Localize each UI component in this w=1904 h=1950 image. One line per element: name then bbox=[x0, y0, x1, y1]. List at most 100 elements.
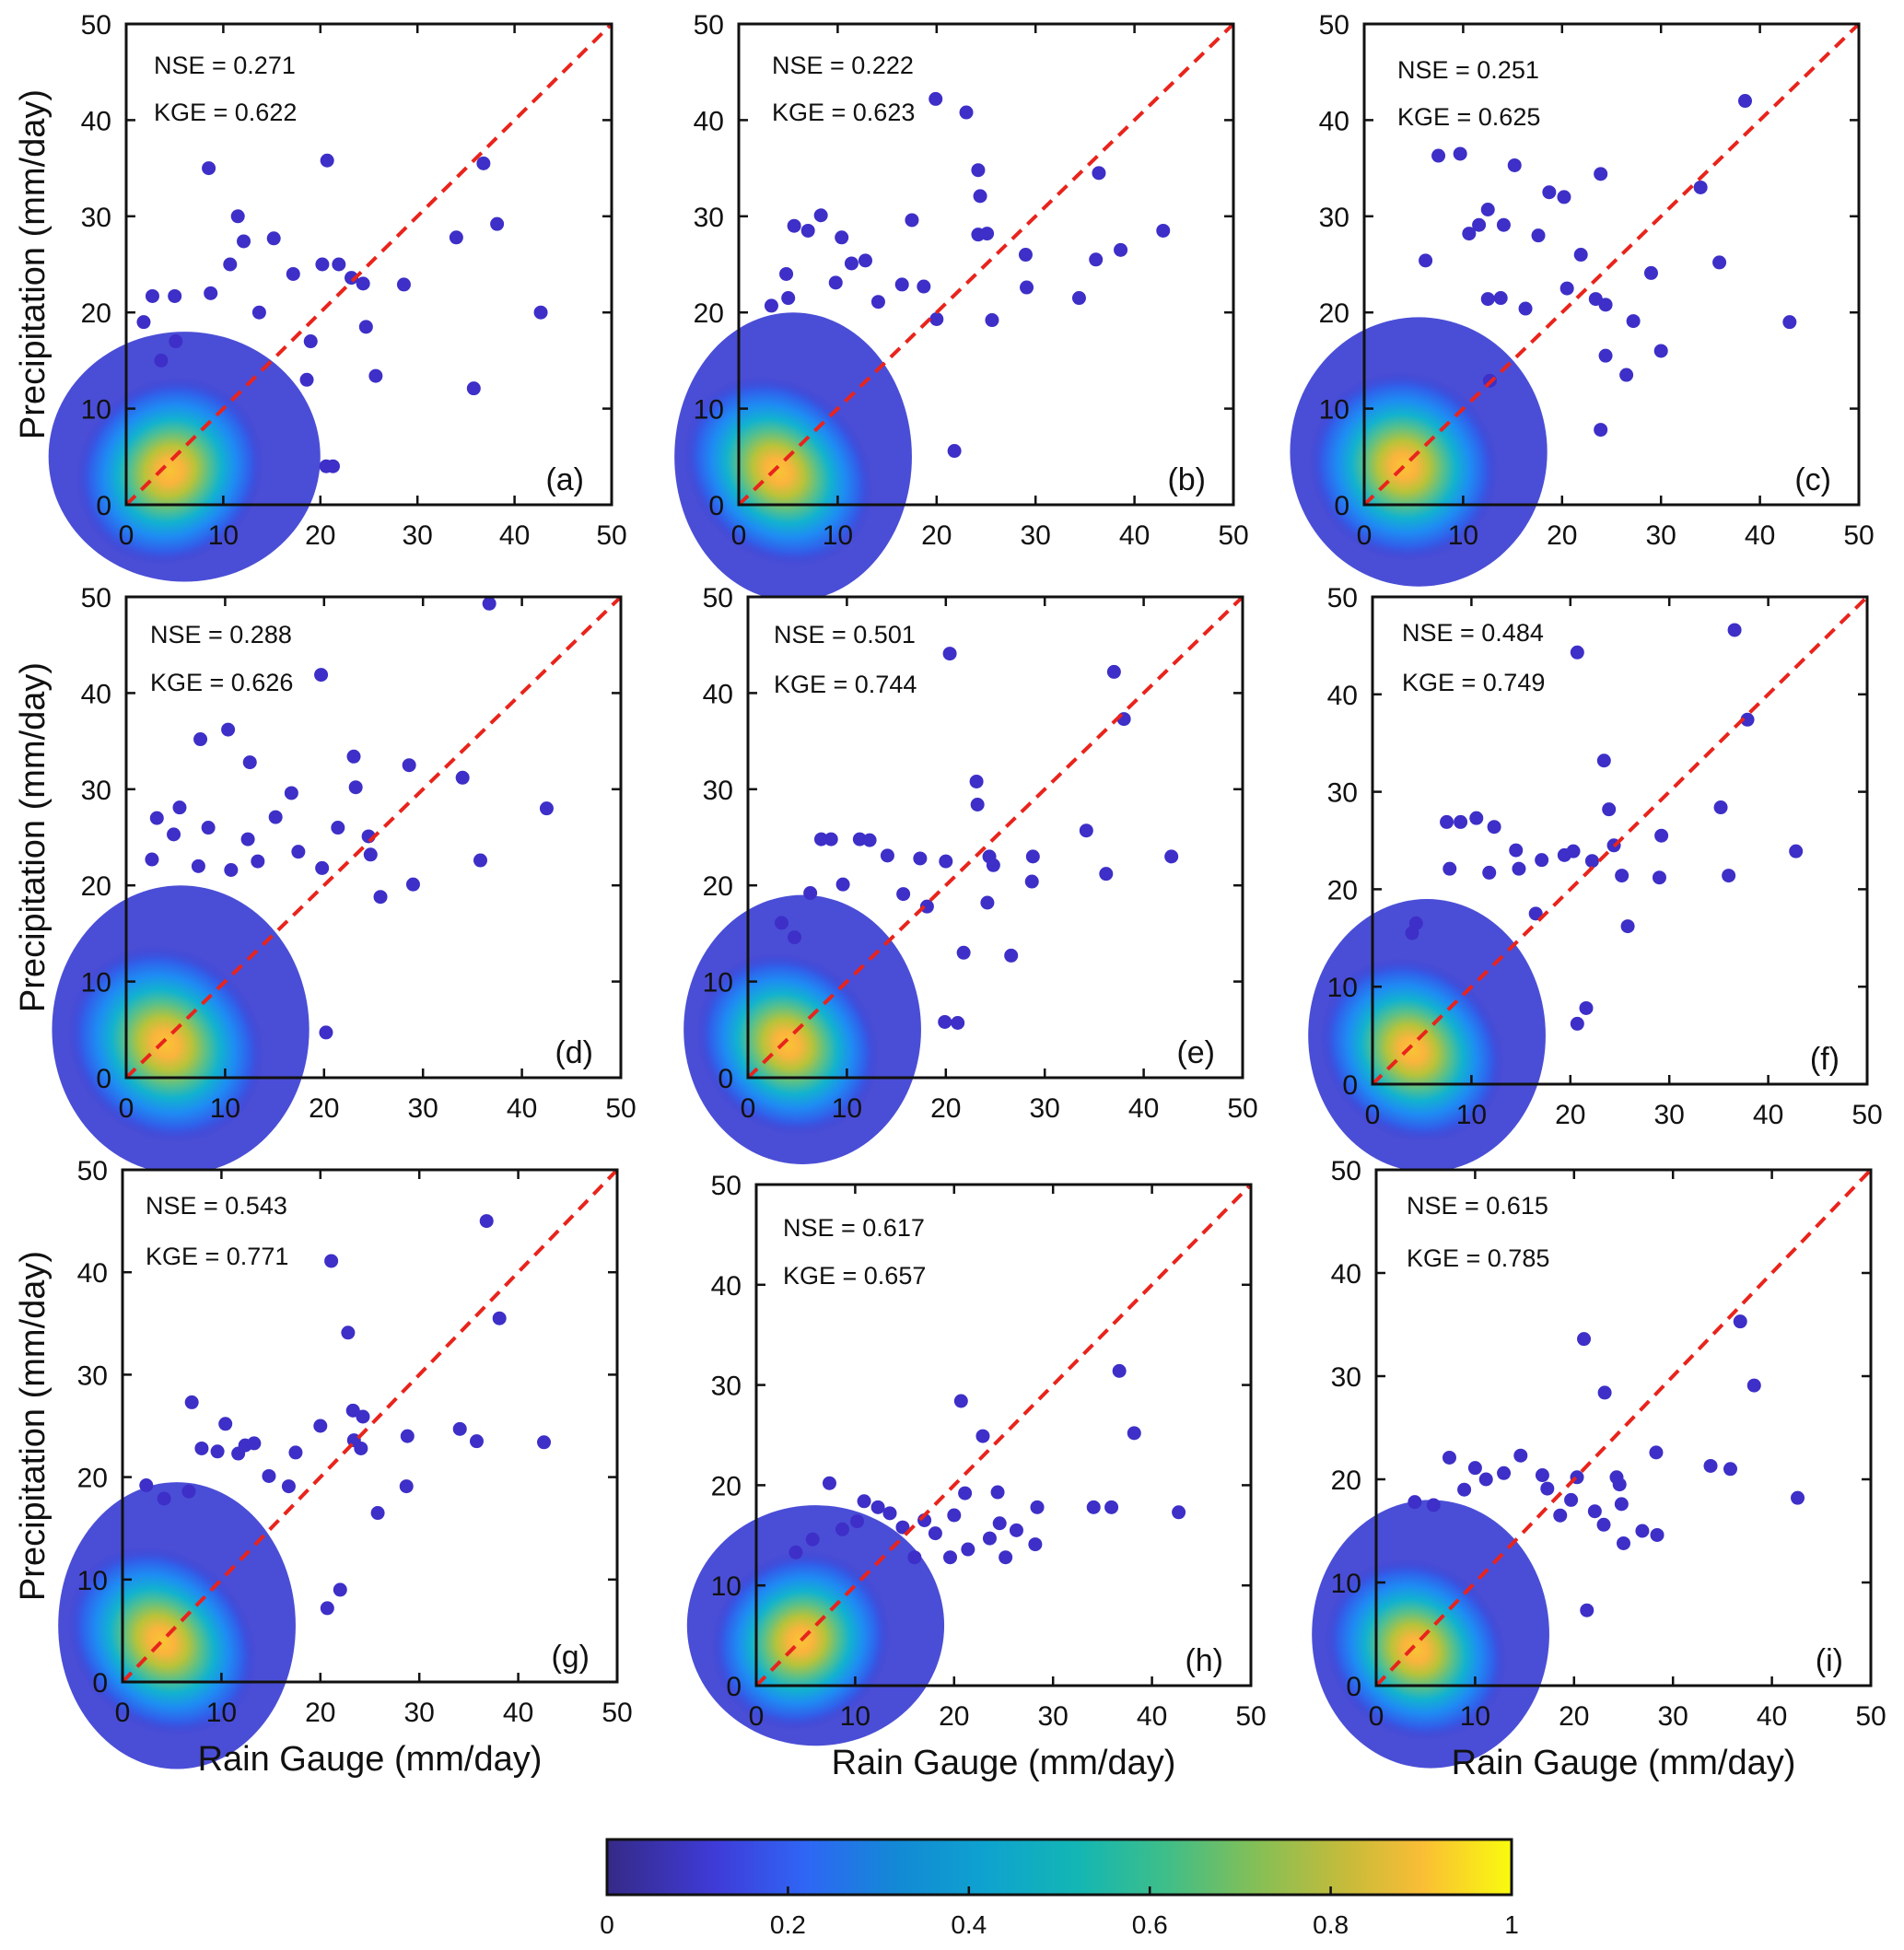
data-point bbox=[1092, 166, 1106, 181]
data-point bbox=[1573, 248, 1588, 263]
data-point bbox=[1457, 1482, 1472, 1497]
y-tick-label: 10 bbox=[1331, 1569, 1361, 1599]
scatter-panel-f: 00 10 10 20 20 30 30 40 40 50 50 NSE = 0.484 KGE = 0… bbox=[1308, 583, 1883, 1173]
one-to-one-line bbox=[124, 22, 613, 507]
data-point bbox=[315, 860, 330, 875]
x-tick-label: 20 bbox=[1559, 1701, 1589, 1732]
x-tick-label: 30 bbox=[1038, 1701, 1069, 1732]
y-tick-label: 30 bbox=[1319, 203, 1349, 233]
data-point bbox=[1487, 820, 1501, 835]
data-point bbox=[356, 1409, 370, 1424]
data-point bbox=[402, 758, 416, 773]
density-cloud-core bbox=[1319, 958, 1504, 1142]
y-tick-label: 40 bbox=[694, 106, 724, 136]
data-point bbox=[1531, 228, 1546, 243]
y-tick-label: 20 bbox=[81, 298, 111, 329]
kge-label: KGE = 0.623 bbox=[772, 99, 915, 126]
x-tick-label: 50 bbox=[1235, 1701, 1266, 1732]
panel-label: (f) bbox=[1810, 1042, 1840, 1077]
y-tick-label: 40 bbox=[703, 679, 733, 709]
y-tick-label: 20 bbox=[694, 298, 724, 329]
data-point bbox=[346, 749, 361, 764]
y-tick-label: 10 bbox=[711, 1571, 742, 1602]
y-tick-label: 0 bbox=[726, 1672, 742, 1702]
axes-frame bbox=[754, 1183, 1253, 1687]
data-point bbox=[181, 1484, 196, 1499]
data-point bbox=[1099, 867, 1114, 882]
one-to-one-line bbox=[1374, 1168, 1873, 1687]
data-point bbox=[870, 295, 885, 309]
x-tick-label: 40 bbox=[499, 520, 530, 551]
data-point bbox=[533, 305, 548, 320]
y-tick-label: 10 bbox=[77, 1566, 108, 1596]
data-point bbox=[223, 257, 238, 272]
data-point bbox=[1564, 1492, 1579, 1507]
data-point bbox=[787, 218, 801, 233]
data-point bbox=[1453, 146, 1467, 161]
data-point bbox=[1577, 1332, 1592, 1347]
y-tick-label: 20 bbox=[1327, 875, 1358, 905]
data-point bbox=[1018, 248, 1033, 263]
data-point bbox=[299, 372, 314, 387]
x-tick-label: 10 bbox=[210, 1093, 240, 1124]
data-point bbox=[835, 1522, 849, 1536]
x-tick-label: 40 bbox=[503, 1698, 533, 1728]
x-tick-label: 50 bbox=[1851, 1100, 1882, 1130]
x-tick-label: 40 bbox=[1745, 520, 1775, 551]
nse-label: NSE = 0.288 bbox=[150, 621, 292, 648]
data-point bbox=[1426, 1498, 1441, 1512]
one-to-one-line bbox=[1362, 22, 1861, 507]
data-point bbox=[1004, 948, 1019, 963]
y-tick-label: 30 bbox=[1327, 778, 1358, 809]
data-point bbox=[492, 1311, 507, 1325]
data-point bbox=[947, 444, 962, 459]
data-point bbox=[191, 858, 205, 873]
data-point bbox=[929, 91, 943, 106]
colorbar-tick-label: 0.4 bbox=[951, 1910, 987, 1939]
data-point bbox=[1106, 664, 1121, 679]
data-point bbox=[942, 647, 957, 661]
data-point bbox=[896, 887, 911, 902]
y-tick-label: 10 bbox=[1319, 395, 1349, 426]
panel-label: (b) bbox=[1167, 462, 1206, 497]
data-point bbox=[281, 1479, 296, 1494]
colorbar-tick-label: 1 bbox=[1504, 1910, 1519, 1939]
data-point bbox=[370, 1506, 385, 1521]
data-point bbox=[1703, 1458, 1718, 1473]
data-point bbox=[1597, 1385, 1612, 1400]
y-tick-label: 50 bbox=[703, 583, 733, 613]
data-point bbox=[1653, 344, 1668, 358]
data-point bbox=[1570, 1016, 1584, 1031]
scatter-panel-c: 00 10 10 20 20 30 30 40 40 50 50 NSE = 0.251 KGE = 0… bbox=[1290, 10, 1875, 587]
data-point bbox=[951, 1015, 965, 1030]
y-tick-label: 50 bbox=[1319, 10, 1349, 41]
data-point bbox=[1164, 849, 1179, 864]
y-tick-label: 40 bbox=[1331, 1259, 1361, 1290]
data-point bbox=[262, 1468, 276, 1483]
data-point bbox=[870, 1500, 885, 1514]
data-point bbox=[1727, 623, 1742, 637]
data-point bbox=[982, 1531, 997, 1546]
y-tick-label: 0 bbox=[1334, 491, 1349, 521]
data-point bbox=[332, 257, 346, 272]
y-tick-label: 0 bbox=[708, 491, 724, 521]
data-point bbox=[1587, 1504, 1602, 1519]
x-tick-label: 50 bbox=[1843, 520, 1874, 551]
data-point bbox=[169, 334, 183, 349]
y-tick-label: 0 bbox=[92, 1668, 108, 1699]
data-point bbox=[247, 1436, 262, 1451]
panel-label: (g) bbox=[551, 1640, 590, 1675]
data-point bbox=[1071, 291, 1086, 306]
data-point bbox=[835, 230, 849, 245]
x-tick-label: 10 bbox=[1456, 1100, 1487, 1130]
data-point bbox=[882, 1506, 897, 1521]
data-point bbox=[956, 945, 971, 960]
axes-frame bbox=[124, 595, 623, 1080]
data-point bbox=[473, 853, 487, 868]
density-cloud-core bbox=[683, 376, 874, 566]
data-point bbox=[850, 1514, 865, 1529]
data-point bbox=[539, 801, 554, 816]
data-point bbox=[895, 1520, 910, 1535]
data-point bbox=[1086, 1500, 1101, 1514]
data-point bbox=[787, 930, 801, 945]
